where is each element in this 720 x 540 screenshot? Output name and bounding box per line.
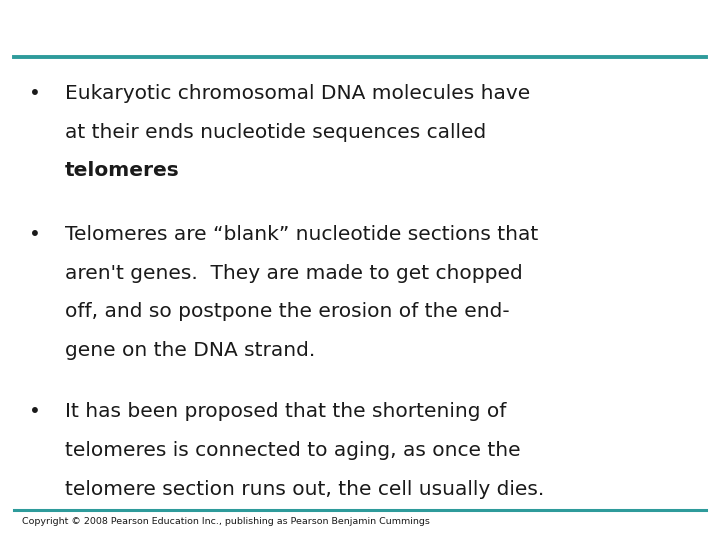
Text: •: • bbox=[29, 402, 40, 421]
Text: Copyright © 2008 Pearson Education Inc., publishing as Pearson Benjamin Cummings: Copyright © 2008 Pearson Education Inc.,… bbox=[22, 517, 429, 526]
Text: •: • bbox=[29, 225, 40, 244]
Text: off, and so postpone the erosion of the end-: off, and so postpone the erosion of the … bbox=[65, 302, 510, 321]
Text: telomeres: telomeres bbox=[65, 161, 179, 180]
Text: at their ends nucleotide sequences called: at their ends nucleotide sequences calle… bbox=[65, 123, 486, 141]
Text: telomere section runs out, the cell usually dies.: telomere section runs out, the cell usua… bbox=[65, 480, 544, 498]
Text: aren't genes.  They are made to get chopped: aren't genes. They are made to get chopp… bbox=[65, 264, 523, 282]
Text: •: • bbox=[29, 84, 40, 103]
Text: Eukaryotic chromosomal DNA molecules have: Eukaryotic chromosomal DNA molecules hav… bbox=[65, 84, 530, 103]
Text: telomeres is connected to aging, as once the: telomeres is connected to aging, as once… bbox=[65, 441, 521, 460]
Text: gene on the DNA strand.: gene on the DNA strand. bbox=[65, 341, 315, 360]
Text: It has been proposed that the shortening of: It has been proposed that the shortening… bbox=[65, 402, 506, 421]
Text: Telomeres are “blank” nucleotide sections that: Telomeres are “blank” nucleotide section… bbox=[65, 225, 538, 244]
